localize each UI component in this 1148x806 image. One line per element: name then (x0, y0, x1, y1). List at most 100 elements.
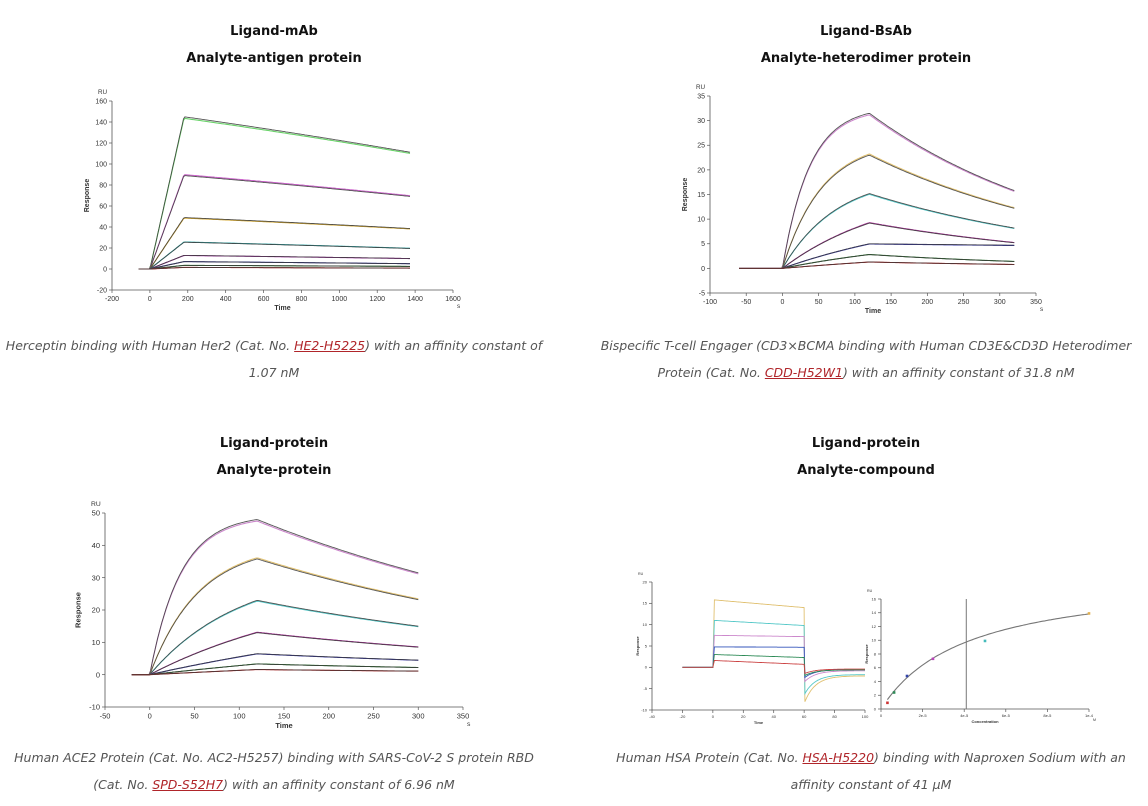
y-tick-label: 50 (92, 509, 100, 518)
catalog-link-spd-s52h7[interactable]: SPD-S52H7 (152, 777, 224, 792)
series-line-fit (739, 261, 1015, 269)
y-axis-title: Response (84, 179, 91, 213)
series-line-fit (138, 175, 411, 270)
x-tick-label: 80 (832, 714, 837, 719)
x-tick-label: 6e-5 (1002, 713, 1011, 718)
catalog-link-he2-h5225[interactable]: HE2-H5225 (294, 338, 366, 353)
x-axis-title: Time (275, 721, 292, 730)
y-tick-label: 10 (697, 217, 705, 224)
x-tick-label: 350 (457, 712, 470, 721)
x-tick-label: 250 (958, 299, 970, 306)
series-line-fit (131, 519, 419, 676)
y-tick-label: 0 (874, 706, 877, 711)
series-line-fit (739, 154, 1015, 269)
panel-1-title-line2: Analyte-antigen protein (186, 51, 362, 66)
panel-1-title-line1: Ligand-mAb (230, 24, 318, 39)
x-tick-label: 0 (148, 712, 152, 721)
x-tick-label: -40 (649, 714, 656, 719)
x-tick-label: 0 (780, 299, 784, 306)
y-tick-label: 8 (874, 651, 877, 656)
series-line-fit (138, 116, 411, 270)
x-tick-label: 150 (278, 712, 291, 721)
x-axis-title: Time (274, 305, 290, 312)
x-tick-label: 0 (712, 714, 715, 719)
series-line-fit (739, 193, 1015, 269)
y-tick-label: 60 (99, 203, 107, 210)
y-tick-label: 14 (872, 610, 877, 615)
data-point (892, 691, 896, 694)
catalog-link-hsa-h5220[interactable]: HSA-H5220 (802, 750, 875, 765)
series-line-fit (739, 113, 1015, 269)
y-tick-label: 0 (103, 266, 107, 273)
panel-3-title-line1: Ligand-protein (219, 436, 329, 451)
x-unit-label: s (457, 303, 460, 310)
data-point (931, 657, 935, 661)
x-tick-label: -50 (741, 299, 751, 306)
y-tick-label: 10 (872, 638, 877, 643)
series-line (682, 660, 865, 675)
y-tick-label: -5 (699, 290, 705, 297)
series-line-fit (131, 599, 419, 676)
y-tick-label: 2 (874, 693, 877, 698)
y-tick-label: -10 (89, 703, 100, 712)
x-unit-label: s (1040, 306, 1043, 313)
data-point (983, 639, 987, 643)
y-axis-title: Response (73, 592, 82, 628)
series-line-fit (131, 653, 419, 676)
series-line-data (138, 174, 411, 270)
x-tick-label: 600 (258, 296, 270, 303)
series-line-data (138, 117, 411, 270)
y-tick-label: 100 (95, 161, 107, 168)
y-tick-label: 30 (92, 573, 100, 582)
x-tick-label: 60 (802, 714, 807, 719)
y-unit-label: RU (98, 89, 108, 96)
x-tick-label: 150 (885, 299, 897, 306)
y-tick-label: 120 (95, 140, 107, 147)
y-tick-label: 15 (697, 192, 705, 199)
series-line-fit (131, 669, 419, 676)
catalog-link-cdd-h52w1[interactable]: CDD-H52W1 (764, 365, 843, 380)
y-tick-label: 20 (92, 606, 100, 615)
y-axis-title: Response (864, 644, 869, 664)
x-tick-label: 0 (148, 296, 152, 303)
x-tick-label: 50 (190, 712, 198, 721)
x-tick-label: -200 (105, 296, 119, 303)
series-line-fit (138, 241, 411, 270)
x-tick-label: 0 (880, 713, 883, 718)
x-tick-label: 400 (220, 296, 232, 303)
series-line-fit (739, 222, 1015, 269)
y-unit-label: RU (638, 572, 644, 576)
y-tick-label: 15 (643, 601, 648, 606)
x-tick-label: 1600 (445, 296, 461, 303)
series-line-fit (138, 254, 410, 270)
x-tick-label: 800 (296, 296, 308, 303)
x-tick-label: 40 (771, 714, 776, 719)
panel-3-caption: Human ACE2 Protein (Cat. No. AC2-H5257) … (14, 750, 534, 792)
y-tick-label: 5 (701, 241, 705, 248)
series-line-fit (131, 632, 419, 676)
series-line-fit (131, 663, 419, 676)
y-tick-label: 0 (96, 670, 100, 679)
x-tick-label: -50 (100, 712, 111, 721)
panel-4-title-line1: Ligand-protein (811, 436, 921, 451)
y-tick-label: 10 (92, 638, 100, 647)
y-tick-label: -5 (643, 686, 647, 691)
y-tick-label: 20 (99, 245, 107, 252)
y-tick-label: 0 (645, 665, 648, 670)
y-unit-label: RU (696, 84, 706, 91)
series-line-fit (138, 266, 410, 270)
y-tick-label: 4 (874, 679, 877, 684)
x-tick-label: 300 (412, 712, 425, 721)
series-line-fit (131, 558, 419, 676)
series-line-fit (138, 217, 411, 270)
x-tick-label: 1200 (369, 296, 385, 303)
y-tick-label: 20 (697, 167, 705, 174)
x-tick-label: 200 (921, 299, 933, 306)
y-tick-label: 80 (99, 182, 107, 189)
y-axis-title: Response (682, 178, 689, 212)
x-unit-label: s (467, 721, 471, 728)
